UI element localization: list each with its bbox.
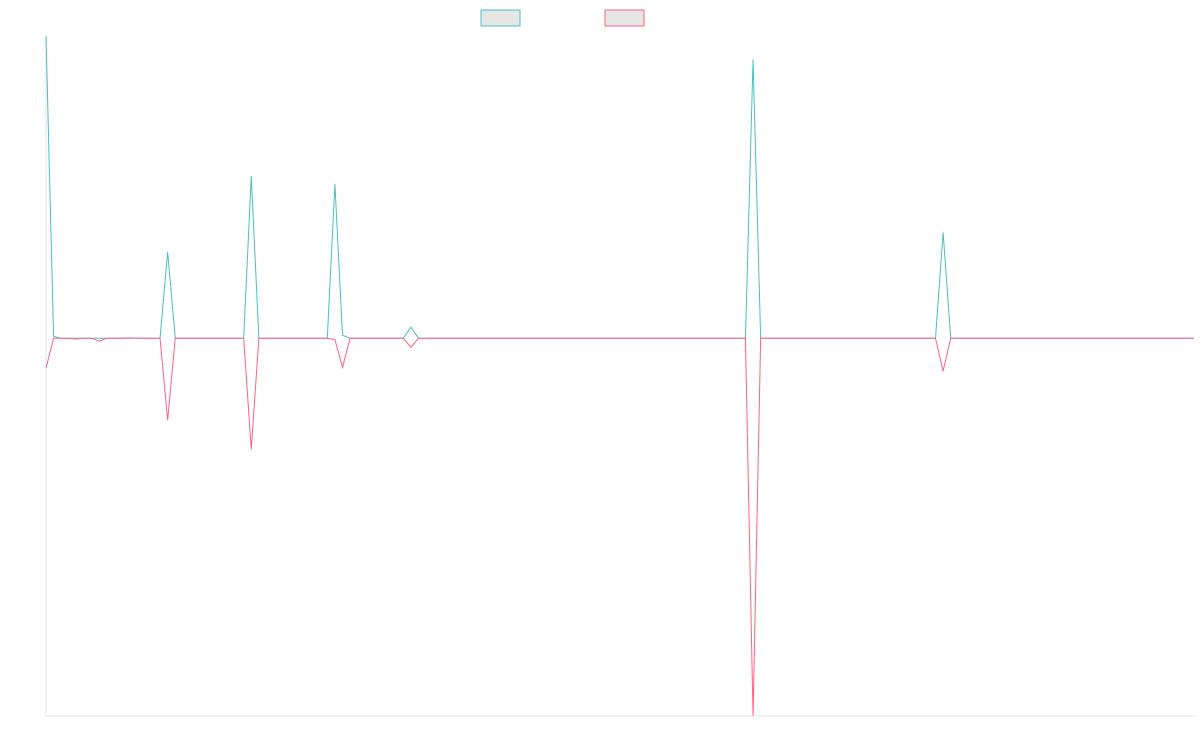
legend-swatch [604, 9, 645, 27]
series-line [45, 35, 1194, 339]
series-line [45, 337, 1194, 717]
legend-swatch [480, 9, 521, 27]
